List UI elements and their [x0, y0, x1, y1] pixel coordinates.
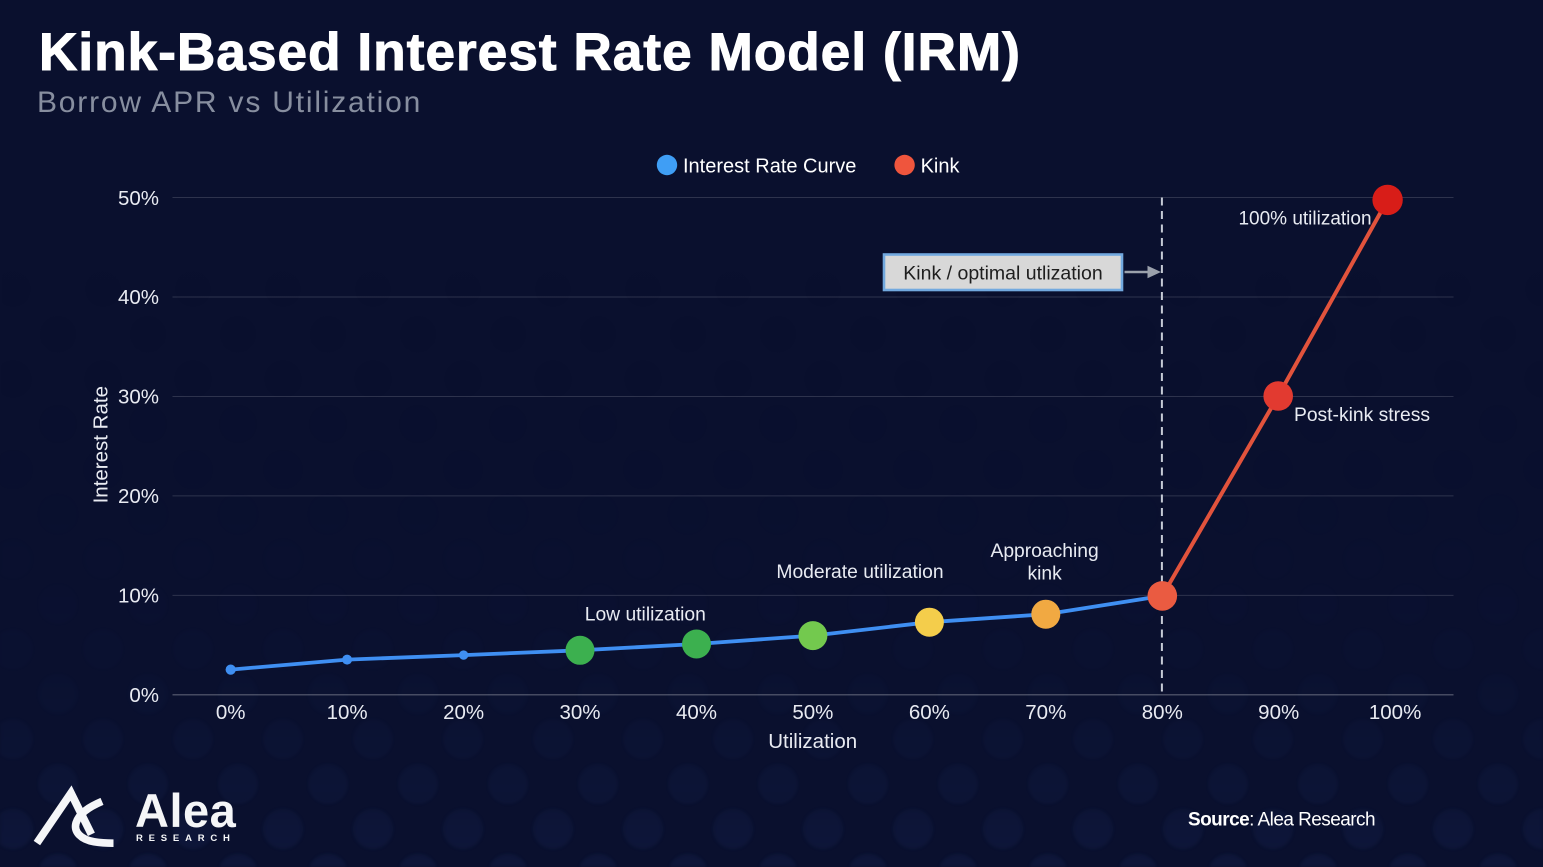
svg-text:Utilization: Utilization: [768, 730, 857, 753]
svg-text:Kink / optimal utlization: Kink / optimal utlization: [903, 263, 1102, 285]
svg-text:kink: kink: [1027, 564, 1062, 585]
svg-text:30%: 30%: [118, 386, 159, 409]
svg-text:100%: 100%: [1369, 701, 1421, 724]
svg-text:Kink: Kink: [921, 155, 961, 177]
svg-text:10%: 10%: [118, 585, 159, 608]
svg-text:30%: 30%: [559, 701, 600, 724]
svg-text:40%: 40%: [118, 286, 159, 309]
svg-text:90%: 90%: [1258, 701, 1299, 724]
svg-text:Interest Rate Curve: Interest Rate Curve: [683, 155, 856, 177]
svg-text:0%: 0%: [216, 701, 246, 724]
svg-text:0%: 0%: [129, 684, 159, 707]
svg-text:80%: 80%: [1142, 701, 1183, 724]
svg-text:70%: 70%: [1025, 701, 1066, 724]
svg-text:60%: 60%: [909, 701, 950, 724]
svg-text:20%: 20%: [443, 701, 484, 724]
svg-text:50%: 50%: [118, 187, 159, 210]
svg-text:Moderate utilization: Moderate utilization: [776, 562, 943, 583]
svg-text:40%: 40%: [676, 701, 717, 724]
svg-text:20%: 20%: [118, 485, 159, 508]
svg-text:Kink-Based Interest Rate Model: Kink-Based Interest Rate Model (IRM): [39, 23, 1021, 82]
svg-text:Post-kink stress: Post-kink stress: [1294, 405, 1430, 426]
svg-text:10%: 10%: [327, 701, 368, 724]
svg-text:50%: 50%: [792, 701, 833, 724]
svg-text:Interest Rate: Interest Rate: [90, 386, 113, 503]
svg-text:Source: Alea Research: Source: Alea Research: [1188, 810, 1375, 831]
svg-text:Alea: Alea: [135, 784, 237, 837]
svg-text:Borrow APR vs Utilization: Borrow APR vs Utilization: [37, 86, 422, 119]
svg-text:Low utilization: Low utilization: [585, 605, 706, 626]
svg-text:Approaching: Approaching: [990, 541, 1098, 562]
svg-text:RESEARCH: RESEARCH: [136, 833, 236, 844]
svg-text:100% utilization: 100% utilization: [1238, 208, 1371, 229]
